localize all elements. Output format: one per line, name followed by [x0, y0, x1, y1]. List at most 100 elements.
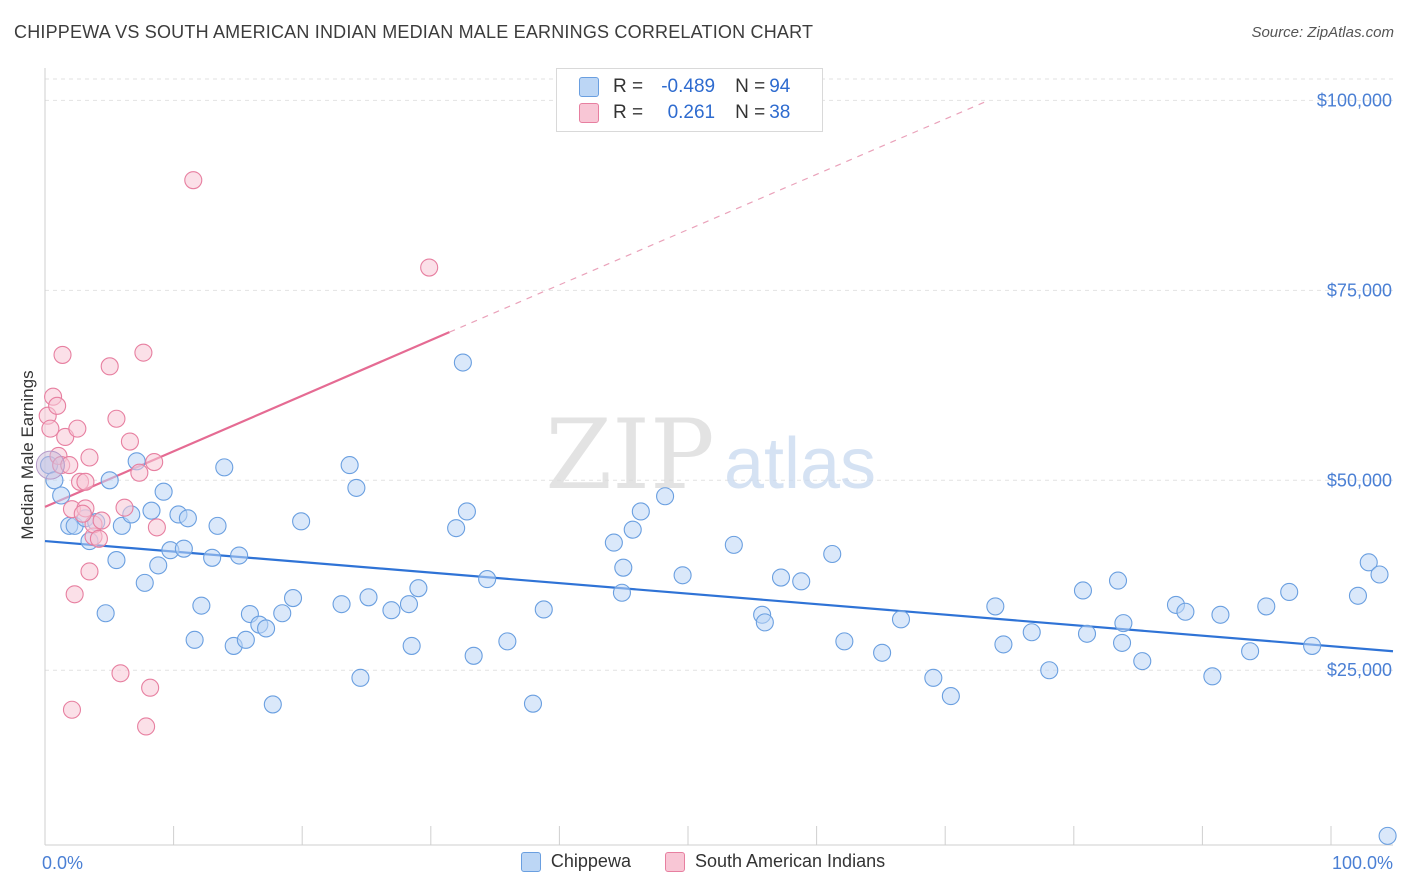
chippewa-point — [724, 535, 743, 554]
chippewa-point — [1176, 602, 1195, 621]
chippewa-point — [273, 604, 292, 623]
chippewa-point — [614, 558, 633, 577]
chippewa-point — [230, 546, 249, 565]
chippewa-point — [1241, 642, 1260, 661]
legend-item-south-american-indians[interactable]: South American Indians — [664, 851, 885, 872]
chippewa-point — [332, 595, 351, 614]
chippewa-point — [257, 619, 276, 638]
chippewa-point — [236, 630, 255, 649]
chippewa-point — [100, 471, 119, 490]
south-american-indian-point — [145, 453, 164, 472]
chippewa-point — [1113, 633, 1132, 652]
chippewa-point — [755, 613, 774, 632]
chippewa-point — [1211, 605, 1230, 624]
chippewa-point — [1303, 636, 1322, 655]
chippewa-point — [52, 486, 71, 505]
chippewa-point — [534, 600, 553, 619]
chippewa-point — [523, 694, 543, 713]
chippewa-point — [835, 632, 854, 651]
south-american-indian-point — [48, 396, 67, 415]
chippewa-point — [447, 519, 466, 538]
south-american-indian-point — [147, 518, 166, 537]
chippewa-point — [823, 544, 842, 564]
chippewa-point — [283, 589, 303, 608]
south-american-indian-point — [76, 472, 95, 491]
stats-row-chippewa: R = -0.489 N = 94 — [579, 75, 790, 99]
chippewa-point — [107, 551, 126, 570]
chippewa-point — [612, 583, 631, 602]
south-american-indian-point — [130, 463, 149, 482]
chippewa-point — [351, 668, 370, 687]
south-american-indian-point — [137, 717, 156, 736]
stats-swatch-chippewa — [579, 77, 599, 97]
chippewa-point — [1040, 661, 1059, 680]
y-tick-label: $75,000 — [1327, 280, 1392, 300]
x-tick-label-max: 100.0% — [1332, 853, 1393, 873]
chippewa-point — [1022, 623, 1041, 642]
stats-n-label: N = — [735, 102, 766, 123]
stats-row-south-american-indians: R = 0.261 N = 38 — [579, 101, 790, 125]
x-tick-label-min: 0.0% — [42, 853, 83, 873]
south-american-indian-point — [184, 171, 203, 190]
chippewa-point — [185, 630, 204, 649]
legend-item-chippewa[interactable]: Chippewa — [520, 851, 631, 872]
stats-r-value: -0.489 — [661, 76, 716, 97]
chart-title: CHIPPEWA VS SOUTH AMERICAN INDIAN MEDIAN… — [14, 22, 814, 42]
chippewa-point — [1348, 586, 1368, 605]
south-american-indian-point — [420, 258, 439, 277]
stats-n-value: 38 — [769, 102, 791, 123]
watermark-zip: ZIP — [545, 399, 714, 511]
series-legend: Chippewa South American Indians — [0, 851, 1406, 872]
chippewa-point — [1378, 826, 1397, 845]
legend-swatch-south-american-indians — [664, 851, 685, 872]
chippewa-point — [174, 539, 193, 558]
south-american-indian-point — [100, 357, 119, 376]
chippewa-point — [924, 668, 943, 687]
chippewa-point — [402, 636, 421, 655]
chippewa-point — [263, 695, 282, 714]
chippewa-point — [792, 572, 811, 591]
y-tick-label: $50,000 — [1327, 470, 1392, 490]
chippewa-point — [1114, 614, 1133, 633]
south-american-indian-point — [80, 448, 99, 467]
south-american-indian-point — [62, 700, 82, 719]
chippewa-point — [478, 570, 497, 589]
stats-r-label: R = — [613, 102, 644, 123]
axes — [44, 68, 1393, 846]
chippewa-point — [1203, 667, 1222, 686]
south-american-indian-point — [115, 498, 134, 517]
trend-line-chippewa — [44, 539, 1394, 653]
chippewa-point — [208, 516, 227, 535]
chippewa-point — [96, 604, 115, 623]
trend-lines — [44, 99, 1394, 653]
chippewa-point — [656, 487, 675, 506]
chippewa-point — [1133, 652, 1152, 671]
legend-swatch-chippewa — [520, 851, 541, 872]
chippewa-point — [347, 478, 366, 497]
stats-r-label: R = — [613, 76, 644, 97]
watermark-atlas: atlas — [724, 424, 876, 504]
stats-legend: R = -0.489 N = 94 R = 0.261 N = 38 — [556, 68, 823, 132]
chippewa-point — [292, 512, 311, 531]
chippewa-point — [453, 353, 472, 372]
chippewa-point — [986, 597, 1005, 616]
chippewa-point — [623, 520, 642, 539]
chippewa-point — [1280, 582, 1299, 602]
legend-label-chippewa: Chippewa — [550, 851, 631, 871]
chippewa-point — [1108, 571, 1128, 590]
chippewa-point — [178, 509, 197, 528]
chippewa-point — [673, 566, 692, 585]
chippewa-point — [464, 646, 483, 665]
stats-n-value: 94 — [769, 76, 791, 97]
grid-lines — [45, 78, 1393, 671]
chippewa-point — [457, 502, 476, 521]
chippewa-point — [994, 635, 1013, 654]
stats-r-value: 0.261 — [667, 102, 716, 123]
chippewa-point — [604, 533, 623, 552]
chippewa-point — [149, 556, 168, 575]
chippewa-point — [215, 458, 234, 477]
trend-line-extension — [449, 99, 989, 333]
y-tick-label: $100,000 — [1317, 90, 1392, 110]
south-american-indian-point — [141, 678, 160, 697]
